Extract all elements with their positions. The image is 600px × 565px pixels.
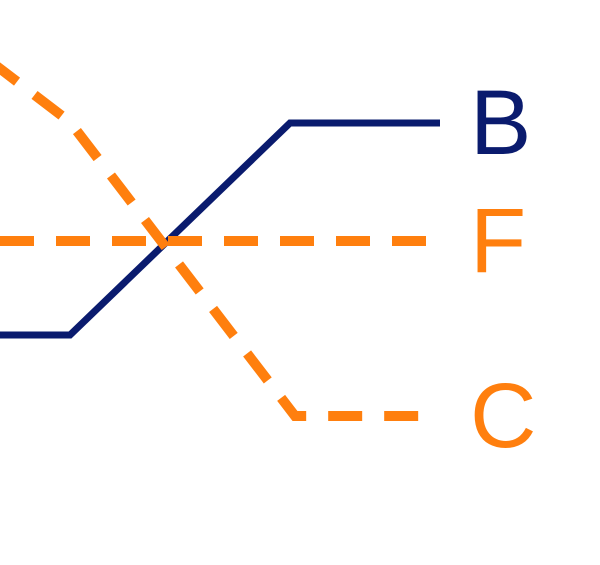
line-b: [0, 123, 440, 335]
label-b: B: [470, 77, 531, 169]
label-f: F: [470, 195, 526, 287]
diagram-canvas: B F C: [0, 0, 600, 565]
label-c: C: [470, 370, 536, 462]
